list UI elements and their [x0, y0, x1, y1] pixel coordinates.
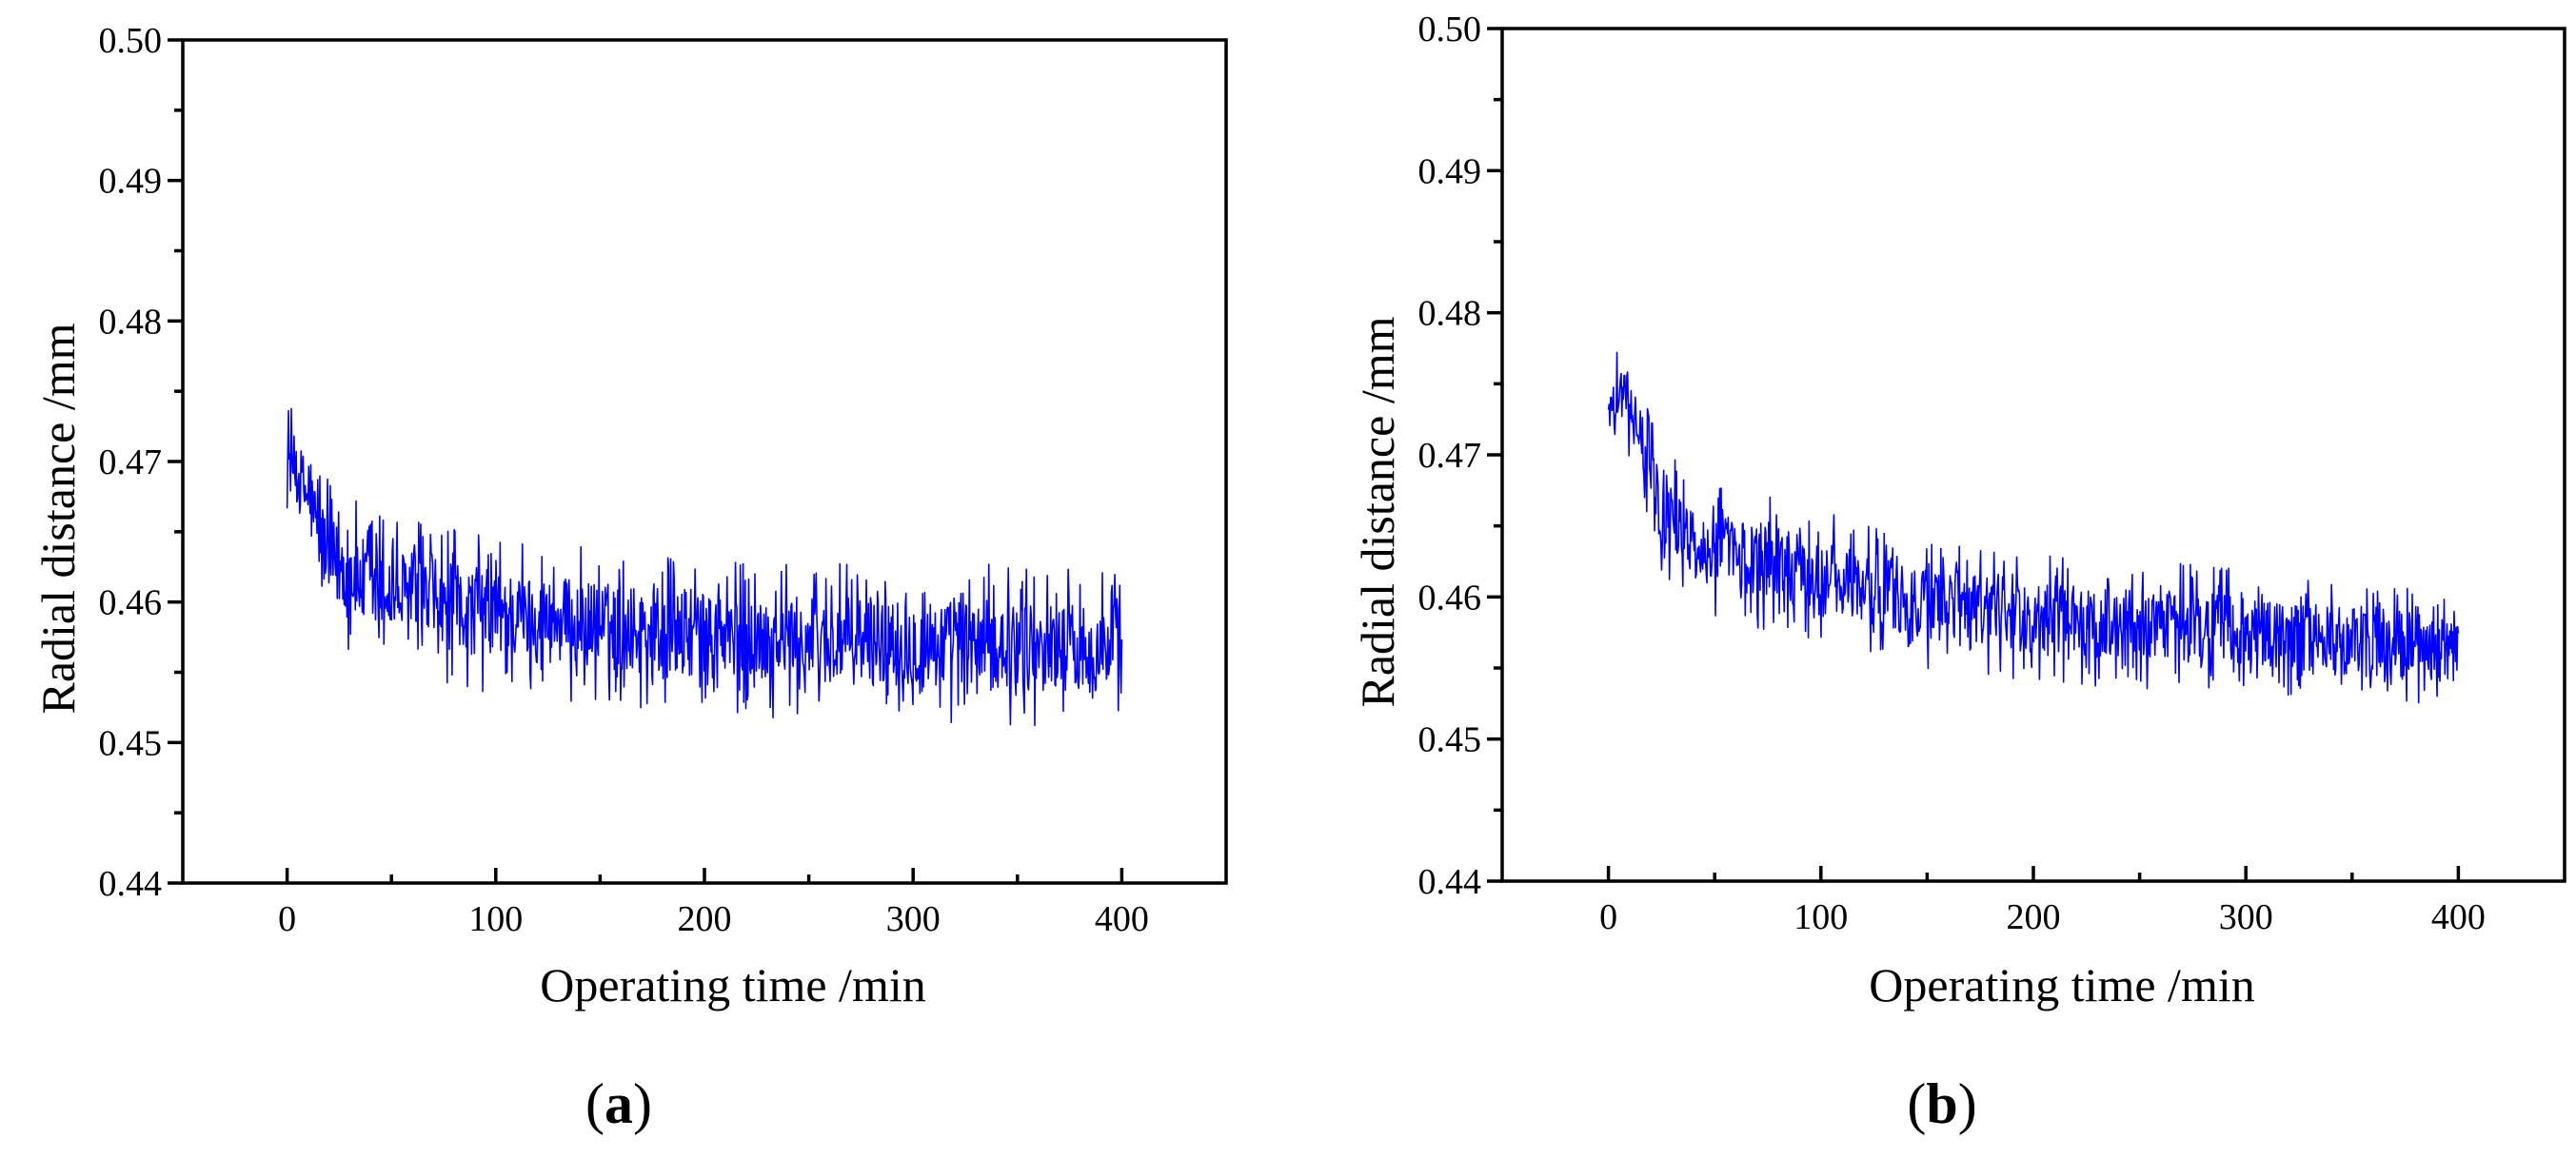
x-tick-label: 0 — [278, 899, 296, 939]
chart-panel-b: 0 100 200 300 400 0.44 0.45 0.46 0.47 0.48 0.49 0.5… — [1351, 10, 2566, 1135]
y-tick-label: 0.47 — [99, 442, 163, 482]
y-tick-label: 0.49 — [1418, 151, 1482, 191]
x-tick-label: 0 — [1599, 897, 1617, 937]
x-tick-label: 400 — [2431, 897, 2486, 937]
x-tick-label: 200 — [2007, 897, 2061, 937]
x-axis-label: Operating time /min — [1869, 958, 2254, 1012]
panel-label: (a) — [585, 1072, 652, 1135]
plot-frame — [1500, 27, 2566, 883]
x-tick-label: 300 — [886, 899, 941, 939]
x-tick-label: 200 — [678, 899, 732, 939]
y-tick-label: 0.48 — [99, 302, 163, 342]
x-tick-label: 300 — [2219, 897, 2273, 937]
y-tick-label: 0.46 — [1418, 578, 1482, 618]
y-tick-label: 0.47 — [1418, 436, 1482, 476]
x-tick-label: 100 — [1793, 897, 1848, 937]
x-tick-label: 400 — [1095, 899, 1149, 939]
y-tick-label: 0.48 — [1418, 294, 1482, 334]
x-tick-label: 100 — [468, 899, 523, 939]
panel-label: (b) — [1907, 1072, 1976, 1135]
y-tick-label: 0.45 — [1418, 720, 1482, 760]
y-tick-label: 0.49 — [99, 162, 163, 202]
x-axis-label: Operating time /min — [540, 958, 925, 1012]
y-tick-label: 0.44 — [99, 864, 163, 904]
series-line — [1607, 351, 2460, 704]
chart-panel-a: 0 100 200 300 400 0.44 0.45 0.46 0.47 0.48 0.49 0.5… — [31, 21, 1228, 1135]
plot-frame — [181, 38, 1228, 885]
y-tick-label: 0.50 — [1418, 10, 1482, 49]
y-axis-label: Radial distance /mm — [31, 323, 85, 714]
y-axis-label: Radial distance /mm — [1351, 316, 1404, 707]
series-line — [286, 407, 1123, 727]
y-tick-label: 0.45 — [99, 723, 163, 763]
y-tick-label: 0.44 — [1418, 862, 1482, 902]
y-tick-label: 0.46 — [99, 583, 163, 623]
y-tick-label: 0.50 — [99, 21, 163, 61]
